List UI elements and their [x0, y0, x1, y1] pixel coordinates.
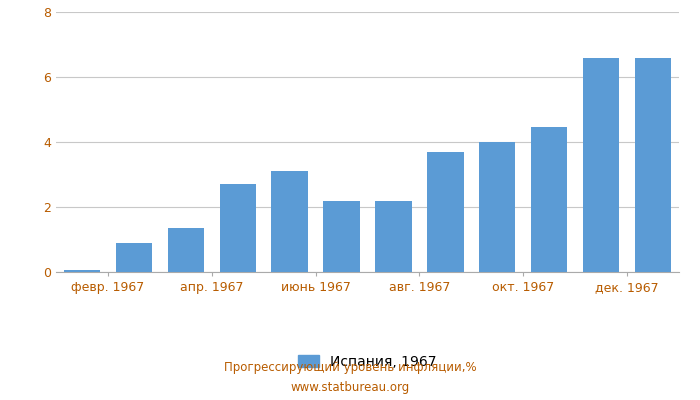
Bar [116, 243, 152, 272]
Bar [64, 270, 100, 272]
Bar [220, 184, 256, 272]
Bar [479, 142, 515, 272]
Bar [635, 58, 671, 272]
Bar [272, 171, 308, 272]
Bar [167, 228, 204, 272]
Bar [583, 58, 620, 272]
Text: www.statbureau.org: www.statbureau.org [290, 382, 410, 394]
Bar [375, 200, 412, 272]
Bar [323, 200, 360, 272]
Text: Прогрессирующий уровень инфляции,%: Прогрессирующий уровень инфляции,% [224, 362, 476, 374]
Bar [427, 152, 463, 272]
Bar [531, 127, 568, 272]
Legend: Испания, 1967: Испания, 1967 [293, 349, 442, 374]
